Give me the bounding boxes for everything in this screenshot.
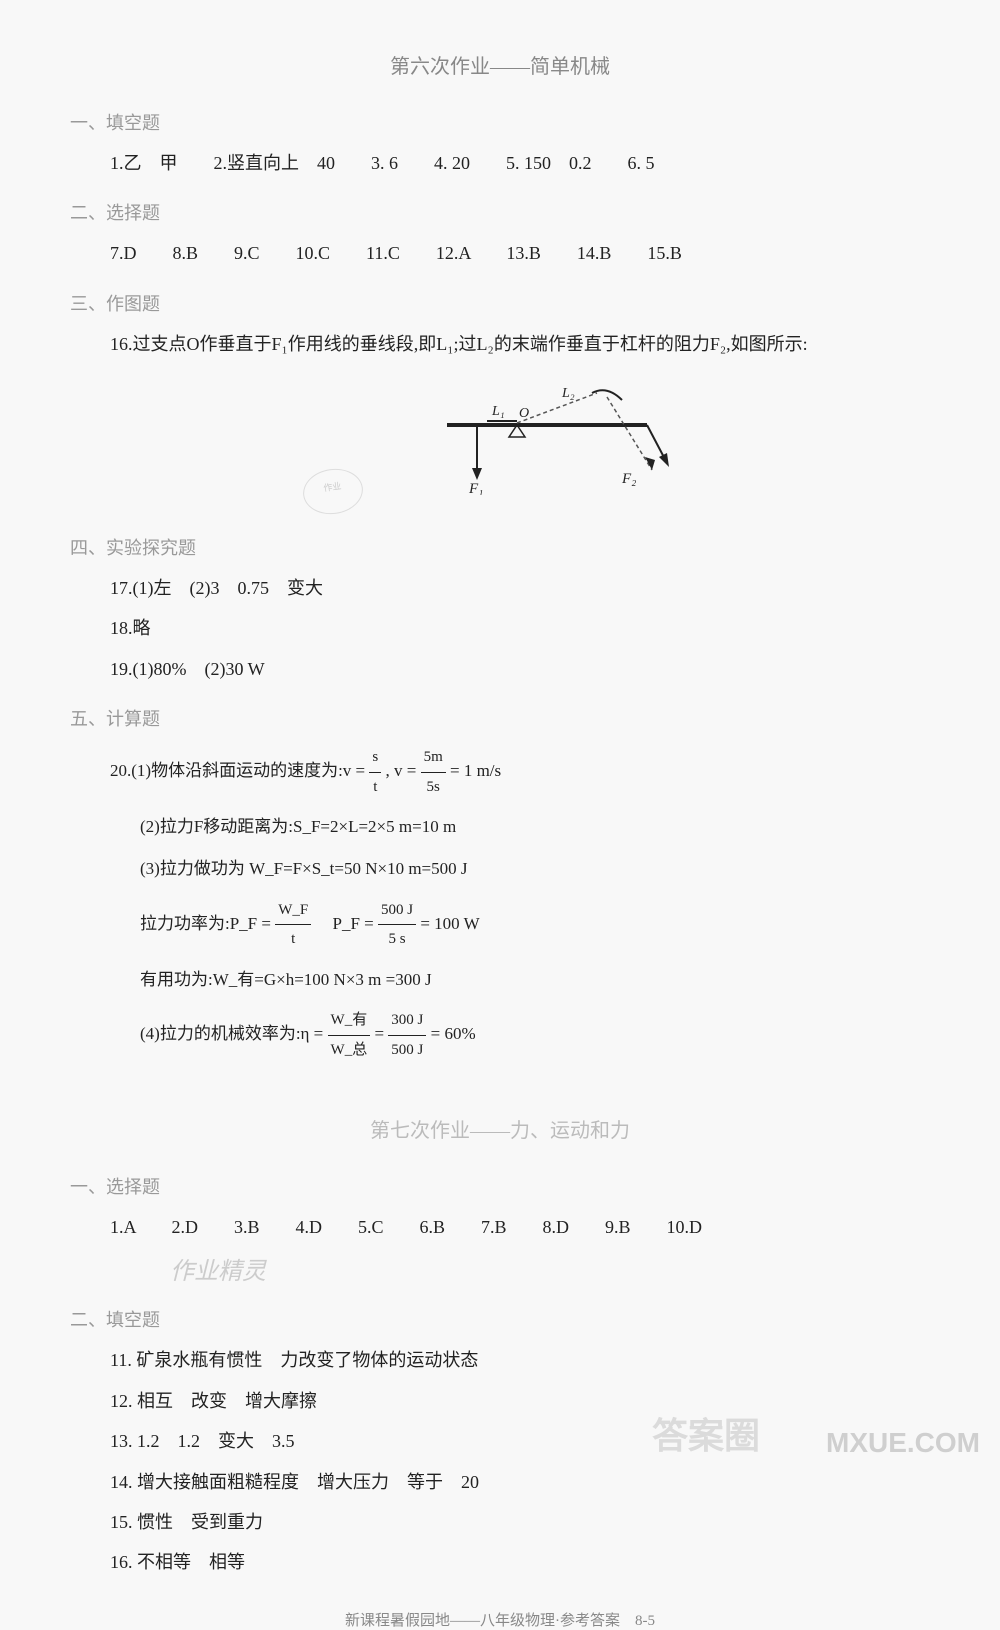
choice2-answers-line: 1.A 2.D 3.B 4.D 5.C 6.B 7.B 8.D 9.B 10.D <box>110 1211 930 1243</box>
q20-4-mid: = <box>374 1024 388 1043</box>
fill-answers-line: 1.乙 甲 2.竖直向上 40 3. 6 4. 20 5. 150 0.2 6.… <box>110 147 930 179</box>
watermark-mxue: MXUE.COM <box>826 1427 980 1459</box>
q20-2-line: (2)拉力F移动距离为:S_F=2×L=2×5 m=10 m <box>140 811 930 843</box>
frac-den: 500 J <box>388 1036 426 1065</box>
fraction-wy-wz: W_有 W_总 <box>328 1006 371 1064</box>
fraction-wf-t: W_F t <box>275 896 311 954</box>
section2-1-choice-header: 一、选择题 <box>70 1173 930 1199</box>
q20-1-line: 20.(1)物体沿斜面运动的速度为:v = s t , v = 5m 5s = … <box>110 743 930 801</box>
q20-1-suffix: = 1 m/s <box>450 761 501 780</box>
label-L1: L₁ <box>491 404 505 419</box>
section-1-fill-header: 一、填空题 <box>70 109 930 135</box>
watermark-text: 作业精灵 <box>170 1251 930 1286</box>
frac-num: 5m <box>421 743 446 773</box>
q20-4-suffix: = 60% <box>431 1024 476 1043</box>
assignment-title-6: 第六次作业——简单机械 <box>70 50 930 79</box>
section-3-drawing-header: 三、作图题 <box>70 290 930 316</box>
fraction-300-500: 300 J 500 J <box>388 1006 426 1064</box>
q14-answer: 14. 增大接触面粗糙程度 增大压力 等于 20 <box>110 1466 930 1498</box>
q17-answer: 17.(1)左 (2)3 0.75 变大 <box>110 572 930 604</box>
section-2-choice-header: 二、选择题 <box>70 199 930 225</box>
q20-p-prefix: 拉力功率为:P_F = <box>140 914 275 933</box>
q19-answer: 19.(1)80% (2)30 W <box>110 653 930 685</box>
q13-answer: 13. 1.2 1.2 变大 3.5 <box>110 1425 930 1457</box>
label-F1: F₁ <box>468 481 483 495</box>
watermark-daanquan: 答案圈 <box>652 1407 760 1459</box>
section-5-calc-header: 五、计算题 <box>70 705 930 731</box>
q20-p-suffix: = 100 W <box>420 914 479 933</box>
page-footer: 新课程暑假园地——八年级物理·参考答案 8-5 <box>70 1609 930 1630</box>
frac-den: t <box>369 773 381 802</box>
frac-num: W_有 <box>328 1006 371 1036</box>
frac-den: 5s <box>421 773 446 802</box>
label-F2: F₂ <box>621 471 636 487</box>
lever-diagram-container: 作业 L₁ O L₂ F₁ F₂ <box>70 375 930 514</box>
frac-num: W_F <box>275 896 311 926</box>
lever-diagram: L₁ O L₂ F₁ F₂ <box>397 375 697 495</box>
q11-answer: 11. 矿泉水瓶有惯性 力改变了物体的运动状态 <box>110 1344 930 1376</box>
section2-2-fill-header: 二、填空题 <box>70 1306 930 1332</box>
q20-3-line: (3)拉力做功为 W_F=F×S_t=50 N×10 m=500 J <box>140 853 930 885</box>
q12-answer: 12. 相互 改变 增大摩擦 <box>110 1385 930 1417</box>
frac-num: 500 J <box>378 896 416 926</box>
frac-den: 5 s <box>378 925 416 954</box>
frac-num: s <box>369 743 381 773</box>
assignment-title-7: 第七次作业——力、运动和力 <box>70 1114 930 1143</box>
q20-1-prefix: 20.(1)物体沿斜面运动的速度为:v = <box>110 761 369 780</box>
q15-answer: 15. 惯性 受到重力 <box>110 1506 930 1538</box>
q20-4-prefix: (4)拉力的机械效率为:η = <box>140 1024 328 1043</box>
choice-answers-line: 7.D 8.B 9.C 10.C 11.C 12.A 13.B 14.B 15.… <box>110 237 930 269</box>
drawing-question-text: 16.过支点O作垂直于F₁作用线的垂线段,即L₁;过L₂的末端作垂直于杠杆的阻力… <box>110 328 930 360</box>
q20-useful-line: 有用功为:W_有=G×h=100 N×3 m =300 J <box>140 964 930 996</box>
fraction-500j-5s: 500 J 5 s <box>378 896 416 954</box>
q20-p-mid: P_F = <box>315 914 378 933</box>
frac-den: t <box>275 925 311 954</box>
watermark-stamp-icon: 作业 <box>300 465 366 518</box>
fraction-5m-5s: 5m 5s <box>421 743 446 801</box>
q20-power-line: 拉力功率为:P_F = W_F t P_F = 500 J 5 s = 100 … <box>140 896 930 954</box>
frac-num: 300 J <box>388 1006 426 1036</box>
q16-answer: 16. 不相等 相等 <box>110 1546 930 1578</box>
label-O: O <box>519 406 529 421</box>
frac-den: W_总 <box>328 1036 371 1065</box>
q20-1-mid: , v = <box>385 761 420 780</box>
q18-answer: 18.略 <box>110 612 930 644</box>
q20-4-line: (4)拉力的机械效率为:η = W_有 W_总 = 300 J 500 J = … <box>140 1006 930 1064</box>
section-4-experiment-header: 四、实验探究题 <box>70 534 930 560</box>
label-L2: L₂ <box>561 386 575 401</box>
fraction-s-t: s t <box>369 743 381 801</box>
